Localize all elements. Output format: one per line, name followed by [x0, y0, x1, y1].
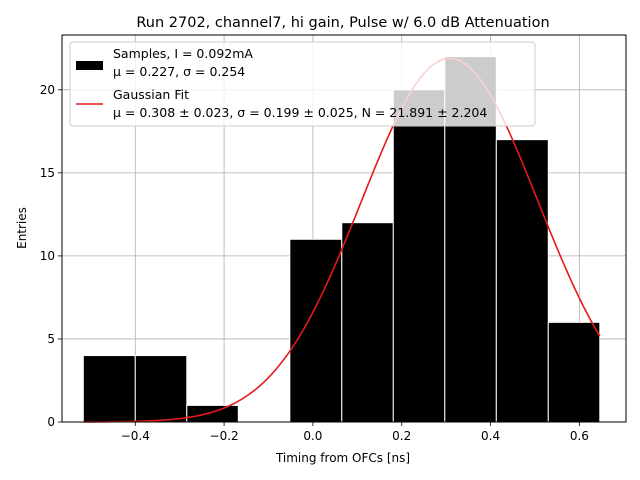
histogram-bar — [82, 355, 136, 423]
y-tick-label: 0 — [47, 415, 55, 429]
histogram-bar — [495, 139, 549, 423]
x-axis-label: Timing from OFCs [ns] — [275, 451, 410, 465]
x-tick-label: −0.4 — [121, 429, 150, 443]
histogram-bar — [134, 355, 188, 423]
y-axis: 0 5 10 15 20 — [40, 83, 62, 429]
legend-fit-params: μ = 0.308 ± 0.023, σ = 0.199 ± 0.025, N … — [113, 105, 487, 120]
x-tick-label: 0.6 — [570, 429, 589, 443]
legend: Samples, I = 0.092mA μ = 0.227, σ = 0.25… — [69, 41, 536, 127]
plot-frame — [61, 34, 627, 423]
x-axis: −0.4 −0.2 0.0 0.2 0.4 0.6 — [121, 422, 589, 443]
y-tick-label: 10 — [40, 249, 55, 263]
y-tick-label: 15 — [40, 166, 55, 180]
gaussian-fit — [83, 57, 601, 423]
histogram-bar — [392, 89, 446, 423]
y-tick-label: 5 — [47, 332, 55, 346]
y-tick-label: 20 — [40, 83, 55, 97]
histogram-bar — [547, 321, 601, 423]
x-tick-label: 0.4 — [481, 429, 500, 443]
legend-fit-name: Gaussian Fit — [113, 87, 189, 102]
legend-histogram-stats: μ = 0.227, σ = 0.254 — [113, 64, 245, 79]
legend-histogram-name: Samples, I = 0.092mA — [113, 46, 253, 61]
histogram-bar — [341, 222, 394, 423]
legend-histogram-swatch — [76, 61, 103, 70]
x-tick-label: 0.0 — [303, 429, 322, 443]
y-axis-label: Entries — [15, 207, 29, 249]
histogram-bar — [186, 404, 239, 423]
fit-curve — [83, 57, 601, 423]
x-tick-label: 0.2 — [392, 429, 411, 443]
legend-box — [69, 41, 536, 127]
x-tick-label: −0.2 — [210, 429, 239, 443]
chart-title: Run 2702, channel7, hi gain, Pulse w/ 6.… — [136, 15, 549, 31]
